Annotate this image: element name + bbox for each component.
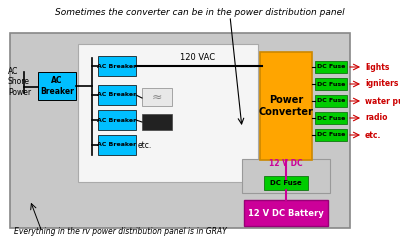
Bar (315, 61, 347, 73)
Bar (142, 88, 172, 106)
Bar (264, 176, 308, 190)
Text: DC Fuse: DC Fuse (270, 180, 302, 186)
Bar (38, 72, 76, 100)
Text: AC Breaker: AC Breaker (97, 118, 137, 122)
Bar (242, 159, 330, 193)
Text: AC
Breaker: AC Breaker (40, 76, 74, 96)
Bar (142, 114, 172, 130)
Bar (98, 135, 136, 155)
Text: AC Breaker: AC Breaker (97, 92, 137, 98)
Text: DC Fuse: DC Fuse (317, 116, 345, 120)
Text: 12 V DC Battery: 12 V DC Battery (248, 208, 324, 218)
Bar (98, 85, 136, 105)
Text: AC
Shore
Power: AC Shore Power (8, 67, 31, 97)
Text: AC Breaker: AC Breaker (97, 142, 137, 148)
Bar (315, 112, 347, 124)
Bar (315, 78, 347, 90)
Text: DC Fuse: DC Fuse (317, 132, 345, 138)
Bar (98, 56, 136, 76)
Bar (78, 44, 258, 182)
Text: AC Breaker: AC Breaker (97, 64, 137, 68)
Bar (260, 52, 312, 160)
Text: water pump: water pump (365, 96, 400, 106)
Text: Sometimes the converter can be in the power distribution panel: Sometimes the converter can be in the po… (55, 8, 345, 17)
Text: 120 VAC: 120 VAC (180, 53, 216, 62)
Text: radio: radio (365, 114, 388, 122)
Text: etc.: etc. (138, 140, 152, 149)
Text: DC Fuse: DC Fuse (317, 98, 345, 103)
Text: 12 V DC: 12 V DC (269, 159, 303, 168)
Text: ≈: ≈ (152, 90, 162, 104)
Bar (315, 95, 347, 107)
Text: DC Fuse: DC Fuse (317, 82, 345, 86)
Text: lights: lights (365, 62, 389, 72)
Text: Everything in the rv power distribution panel is in GRAY: Everything in the rv power distribution … (14, 227, 227, 236)
Bar (244, 200, 328, 226)
Text: etc.: etc. (365, 130, 381, 140)
Bar (10, 33, 350, 228)
Text: igniters: igniters (365, 80, 398, 88)
Bar (315, 129, 347, 141)
Text: Power
Converter: Power Converter (258, 95, 314, 117)
Bar (98, 110, 136, 130)
Text: DC Fuse: DC Fuse (317, 64, 345, 70)
